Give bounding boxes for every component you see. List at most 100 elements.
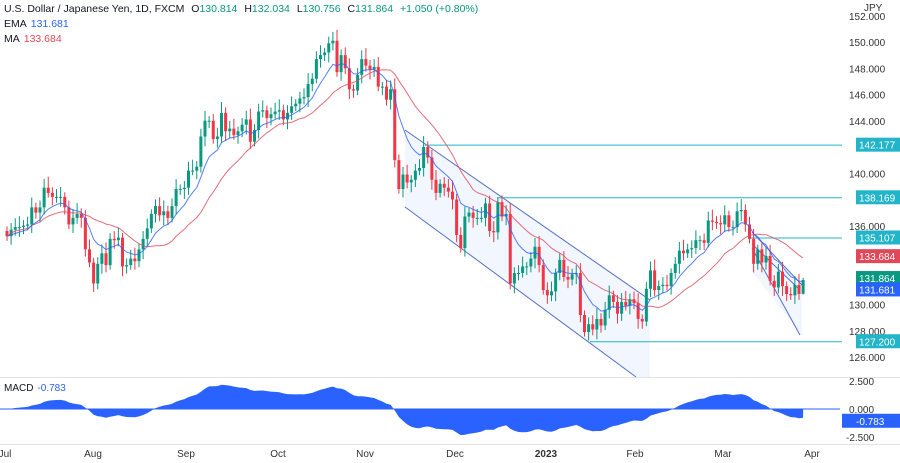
candle	[310, 73, 314, 92]
candle-body	[199, 136, 203, 167]
ema-row[interactable]: EMA 131.681	[4, 17, 478, 32]
candle-body	[224, 112, 228, 132]
candle	[677, 241, 681, 274]
price-tag-macd: -0.783	[842, 413, 900, 428]
candle-body	[541, 265, 545, 291]
time-axis[interactable]: Jul Aug Sep Oct Nov Dec 2023 Feb Mar Apr	[0, 449, 820, 460]
candle-body	[715, 221, 718, 224]
candle-body	[71, 217, 75, 225]
price-tag-bg	[842, 413, 900, 428]
low-label: L	[296, 3, 303, 15]
candle	[331, 31, 335, 51]
candle-body	[558, 259, 562, 273]
candle-body	[244, 119, 248, 125]
candle-body	[649, 270, 652, 289]
candle	[372, 59, 376, 77]
candle	[446, 178, 450, 198]
candle	[335, 29, 339, 77]
candle	[215, 127, 219, 148]
candle	[665, 274, 669, 291]
ma-line	[6, 69, 804, 309]
candle-body	[55, 196, 58, 198]
price-tick-label: 126.000	[849, 353, 886, 364]
candle-body	[760, 249, 764, 263]
candle	[323, 47, 327, 62]
candle-body	[46, 187, 50, 193]
candle-body	[319, 55, 322, 60]
candle	[525, 261, 529, 275]
candle	[488, 195, 492, 237]
candle	[479, 206, 483, 223]
candle-body	[158, 206, 162, 216]
change-value: +1.050 (+0.80%)	[400, 3, 479, 15]
candle	[253, 124, 256, 147]
ema-value: 131.681	[30, 18, 69, 30]
candle-body	[203, 120, 207, 137]
candle-body	[50, 192, 54, 197]
indicators-layer	[6, 63, 804, 312]
candle-body	[735, 211, 739, 228]
candle	[96, 257, 100, 290]
candle-body	[261, 110, 265, 112]
candle-body	[273, 111, 277, 115]
drawings-layer	[404, 129, 842, 378]
candle	[137, 243, 141, 268]
candle	[682, 239, 685, 261]
channel-2-lower-line	[751, 247, 801, 336]
candle	[174, 179, 178, 215]
candle	[248, 108, 252, 149]
candle-body	[360, 59, 364, 75]
candle-body	[166, 211, 170, 218]
macd-legend[interactable]: MACD -0.783	[4, 383, 66, 394]
ma-row[interactable]: MA 133.684	[4, 32, 478, 47]
time-label: Nov	[356, 449, 374, 460]
candle-body	[479, 217, 483, 219]
candle-body	[426, 147, 430, 158]
candle-body	[96, 263, 100, 284]
candle-body	[702, 240, 706, 243]
candle-body	[191, 170, 195, 172]
candle	[347, 58, 351, 100]
candle	[121, 232, 124, 277]
candle	[67, 200, 71, 230]
candle	[743, 204, 747, 232]
candle-body	[281, 110, 285, 120]
candle	[686, 243, 690, 258]
candle-body	[385, 86, 388, 100]
candle	[166, 205, 170, 226]
candle	[570, 268, 574, 286]
close-label: C	[347, 3, 356, 15]
candle	[690, 240, 694, 258]
candle-body	[306, 84, 310, 98]
candle	[306, 73, 310, 107]
close-value: 131.864	[355, 3, 394, 15]
candle-body	[327, 43, 331, 53]
candle-body	[59, 196, 63, 198]
candle-body	[517, 273, 520, 274]
price-tag-level-2: 138.169	[856, 190, 900, 205]
price-tick-label: 140.000	[849, 169, 886, 180]
symbol-title[interactable]: U.S. Dollar / Japanese Yen, 1D, FXCM	[4, 3, 185, 15]
candle-body	[34, 207, 38, 213]
candle-body	[413, 170, 417, 180]
candle-body	[719, 223, 723, 225]
candle	[455, 193, 459, 243]
candle-body	[521, 266, 525, 273]
macd-label: MACD	[4, 383, 34, 394]
candle	[451, 180, 454, 210]
candle-body	[512, 273, 516, 284]
candle	[389, 80, 393, 110]
candle-body	[455, 199, 459, 235]
time-label: Jul	[0, 449, 11, 460]
price-axis[interactable]: JPY 152.000 150.000 148.000 146.000 144.000 1…	[846, 3, 886, 444]
candle	[385, 79, 388, 106]
candle-body	[182, 187, 186, 189]
candle-body	[529, 258, 533, 267]
candle	[46, 176, 50, 198]
candle	[764, 247, 768, 270]
candle-body	[100, 253, 104, 264]
candle	[673, 257, 677, 279]
candle	[50, 187, 54, 206]
price-tick-label: 152.000	[849, 12, 886, 23]
